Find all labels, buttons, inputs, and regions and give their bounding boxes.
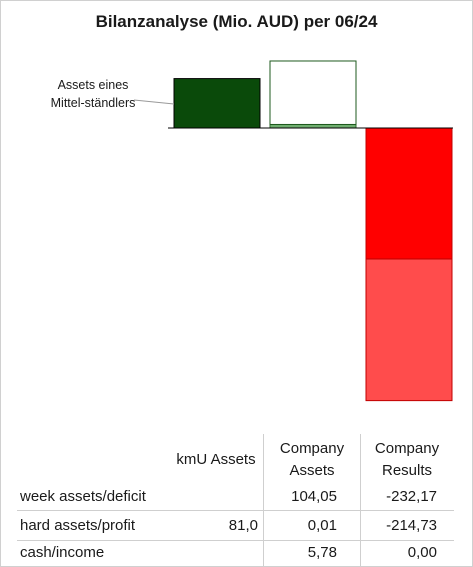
callout-leader-line (133, 99, 175, 105)
row-label-week-assets: week assets/deficit (20, 488, 146, 505)
column-header-company-assets: Company Assets (279, 440, 345, 479)
bar-company-results-week-assets-deficit (365, 258, 453, 402)
cell-hard-company-results: -214,73 (386, 517, 437, 534)
cell-hard-kmu: 81,0 (228, 517, 258, 534)
cell-week-company-assets: 104,05 (291, 488, 337, 505)
bar-company-results-hard-assets-profit (365, 127, 453, 260)
chart-title: Bilanzanalyse (Mio. AUD) per 06/24 (95, 12, 378, 31)
column-header-kmu-assets: kmU Assets (176, 451, 256, 468)
column-header-company-results: Company Results (374, 440, 440, 479)
table-divider (360, 434, 361, 566)
cell-week-company-results: -232,17 (386, 488, 437, 505)
cell-hard-company-assets: 0,01 (307, 517, 337, 534)
row-label-cash-income: cash/income (20, 544, 105, 561)
row-label-hard-assets: hard assets/profit (20, 517, 136, 534)
cell-cash-company-results: 0,00 (407, 544, 437, 561)
cell-cash-company-assets: 5,78 (307, 544, 337, 561)
table-divider (17, 510, 454, 511)
table-divider (263, 434, 264, 566)
callout-label: Assets eines Mittel-ständlers (50, 78, 136, 110)
table-divider (17, 540, 454, 541)
bar-company-assets-cash-income (269, 123, 357, 129)
bar-company-assets-week-assets-deficit (269, 60, 357, 125)
bar-kmu-assets-hard-assets-profit (173, 78, 261, 129)
